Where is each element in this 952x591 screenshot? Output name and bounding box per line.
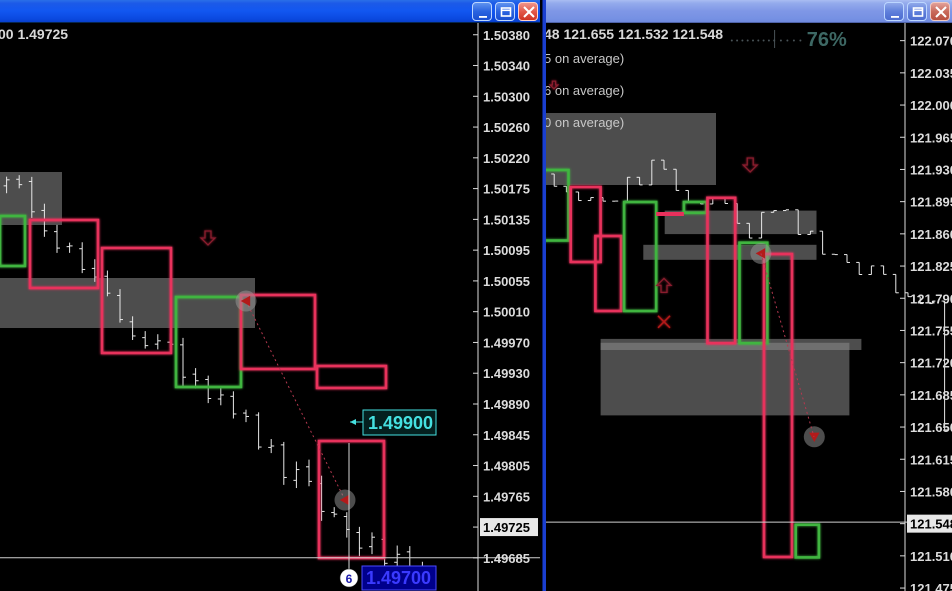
svg-text:1.50380: 1.50380 xyxy=(483,28,530,43)
svg-text:121.650: 121.650 xyxy=(910,420,952,435)
svg-text:1.49765: 1.49765 xyxy=(483,489,530,504)
svg-text:1.49900: 1.49900 xyxy=(368,413,433,433)
svg-text:48 121.655 121.532 121.548: 48 121.655 121.532 121.548 xyxy=(546,26,723,42)
svg-text:121.720: 121.720 xyxy=(910,356,952,371)
svg-text:121.615: 121.615 xyxy=(910,452,952,467)
svg-text:1.49890: 1.49890 xyxy=(483,397,530,412)
svg-text:1.50010: 1.50010 xyxy=(483,305,530,320)
svg-text:121.860: 121.860 xyxy=(910,227,952,242)
svg-text:122.035: 122.035 xyxy=(910,66,952,81)
svg-text:1.50340: 1.50340 xyxy=(483,59,530,74)
svg-text:121.930: 121.930 xyxy=(910,162,952,177)
svg-text:121.895: 121.895 xyxy=(910,195,952,210)
svg-text:1.49700: 1.49700 xyxy=(366,568,431,588)
svg-text:0 on average): 0 on average) xyxy=(546,115,624,130)
svg-text:1.50135: 1.50135 xyxy=(483,212,530,227)
svg-text:1.50055: 1.50055 xyxy=(483,274,530,289)
svg-text:1.49685: 1.49685 xyxy=(483,551,530,566)
svg-text:1.50175: 1.50175 xyxy=(483,182,530,197)
svg-text:121.685: 121.685 xyxy=(910,388,952,403)
svg-text:1.49725: 1.49725 xyxy=(483,520,530,535)
svg-text:1.50300: 1.50300 xyxy=(483,89,530,104)
svg-text:121.510: 121.510 xyxy=(910,549,952,564)
svg-text:76%: 76% xyxy=(807,29,847,51)
svg-text:122.070: 122.070 xyxy=(910,34,952,49)
svg-text:1.50095: 1.50095 xyxy=(483,243,530,258)
svg-text:6: 6 xyxy=(346,572,353,586)
svg-text:121.548: 121.548 xyxy=(910,517,952,532)
svg-text:121.580: 121.580 xyxy=(910,484,952,499)
svg-text:1.49930: 1.49930 xyxy=(483,366,530,381)
svg-text:5 on average): 5 on average) xyxy=(546,51,624,66)
svg-text:121.475: 121.475 xyxy=(910,581,952,591)
svg-text:00 1.49725: 00 1.49725 xyxy=(0,26,68,42)
svg-text:1.49845: 1.49845 xyxy=(483,428,530,443)
svg-text:1.50220: 1.50220 xyxy=(483,151,530,166)
svg-text:122.000: 122.000 xyxy=(910,98,952,113)
svg-text:1.50260: 1.50260 xyxy=(483,120,530,135)
svg-text:1.49970: 1.49970 xyxy=(483,335,530,350)
svg-text:121.825: 121.825 xyxy=(910,259,952,274)
svg-text:121.755: 121.755 xyxy=(910,323,952,338)
svg-text:1.49805: 1.49805 xyxy=(483,459,530,474)
svg-text:121.790: 121.790 xyxy=(910,291,952,306)
svg-text:121.965: 121.965 xyxy=(910,130,952,145)
